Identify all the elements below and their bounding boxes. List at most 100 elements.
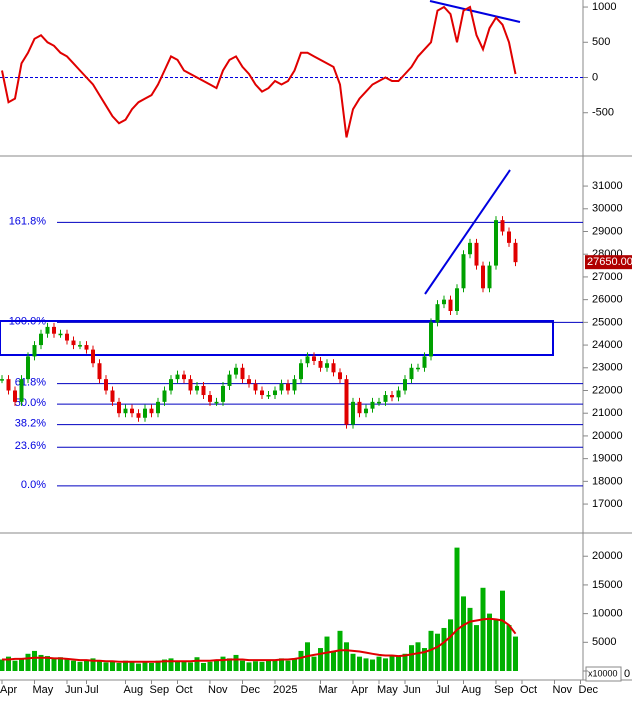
candle — [58, 333, 63, 336]
volume-bar — [194, 657, 200, 671]
volume-bar — [97, 660, 102, 671]
volume-bar — [396, 656, 401, 671]
candle — [234, 367, 238, 375]
candle — [143, 408, 147, 418]
volume-bar — [324, 636, 330, 671]
candle — [247, 379, 251, 384]
volume-bar — [480, 587, 486, 671]
volume-bar — [370, 659, 375, 671]
x-tick-label: Sep — [494, 684, 514, 696]
candle — [227, 374, 232, 386]
candle — [221, 385, 225, 402]
x-tick-label: Jun — [65, 684, 83, 696]
candle — [52, 326, 56, 334]
y-tick-label: 31000 — [592, 180, 623, 192]
volume-bar — [227, 658, 232, 671]
x-tick-label: May — [33, 684, 54, 696]
y-tick-label: 23000 — [592, 362, 623, 374]
volume-bar — [201, 662, 206, 671]
candle — [292, 379, 297, 391]
candle — [65, 333, 69, 341]
y-tick-label: 15000 — [592, 579, 623, 591]
volume-bar — [448, 619, 453, 671]
volume-bar — [409, 645, 414, 671]
candle — [19, 379, 24, 402]
x-tick-label: Mar — [319, 684, 338, 696]
volume-bar — [506, 625, 512, 671]
volume-bar — [428, 630, 434, 671]
volume-bar — [493, 619, 499, 671]
volume-bar — [168, 658, 174, 671]
y-tick-label: 22000 — [592, 384, 623, 396]
volume-bar — [0, 659, 5, 671]
y-tick-label: 1000 — [592, 1, 616, 13]
y-tick-label: 19000 — [592, 453, 623, 465]
y-tick-label: -500 — [592, 107, 614, 119]
volume-bar — [84, 659, 89, 671]
candle — [377, 401, 381, 404]
volume-bar — [45, 656, 50, 671]
candle — [474, 242, 479, 266]
volume-bar — [376, 656, 382, 671]
candle — [149, 408, 154, 414]
candle — [162, 390, 167, 402]
x-tick-label: 2025 — [273, 684, 297, 696]
y-tick-label: 25000 — [592, 316, 623, 328]
y-tick-label: 20000 — [592, 430, 623, 442]
volume-bar — [233, 654, 239, 671]
candle — [253, 383, 258, 391]
y-tick-label: 20000 — [592, 550, 623, 562]
x-tick-label: Jul — [85, 684, 99, 696]
y-tick-label: 24000 — [592, 339, 623, 351]
y-tick-label: 18000 — [592, 475, 623, 487]
candle — [97, 363, 102, 380]
y-tick-label: 17000 — [592, 498, 623, 510]
volume-bar — [110, 661, 115, 671]
unit-label: x10000 — [588, 668, 618, 678]
candle — [325, 363, 329, 368]
fib-label: 23.6% — [15, 440, 46, 452]
volume-bar — [123, 660, 128, 671]
x-tick-label: Sep — [150, 684, 170, 696]
fib-label: 161.8% — [9, 215, 47, 227]
candle — [240, 367, 245, 380]
candle — [279, 383, 284, 391]
volume-bar — [461, 596, 466, 671]
candle — [364, 408, 368, 414]
fib-label: 100.0% — [9, 315, 47, 327]
y-tick-label: 29000 — [592, 225, 623, 237]
candle — [370, 401, 375, 409]
candle — [273, 390, 277, 396]
candle — [318, 360, 323, 368]
candle — [182, 374, 186, 380]
candle — [78, 345, 82, 347]
candle — [299, 363, 303, 380]
volume-bar — [155, 660, 161, 671]
volume-bar — [38, 654, 44, 671]
candle — [331, 363, 336, 373]
volume-bar — [415, 642, 421, 671]
volume-bar — [383, 658, 388, 671]
volume-bar — [292, 658, 297, 671]
candle — [175, 374, 180, 380]
candle — [195, 385, 199, 391]
volume-bar — [285, 660, 291, 671]
volume-bar — [500, 590, 505, 671]
candle — [513, 242, 518, 263]
volume-bar — [129, 662, 135, 671]
candle — [422, 356, 427, 368]
x-tick-label: Dec — [241, 684, 261, 696]
candle — [123, 408, 128, 414]
x-tick-label: May — [377, 684, 398, 696]
volume-bar — [435, 633, 440, 671]
unit-box — [585, 666, 622, 682]
candle — [104, 379, 108, 391]
y-tick-label: 10000 — [592, 608, 623, 620]
volume-bar — [116, 662, 122, 671]
x-tick-label: Dec — [579, 684, 599, 696]
candle — [208, 395, 212, 402]
volume-bar — [350, 653, 356, 671]
candle — [396, 390, 401, 398]
candle — [91, 349, 95, 364]
